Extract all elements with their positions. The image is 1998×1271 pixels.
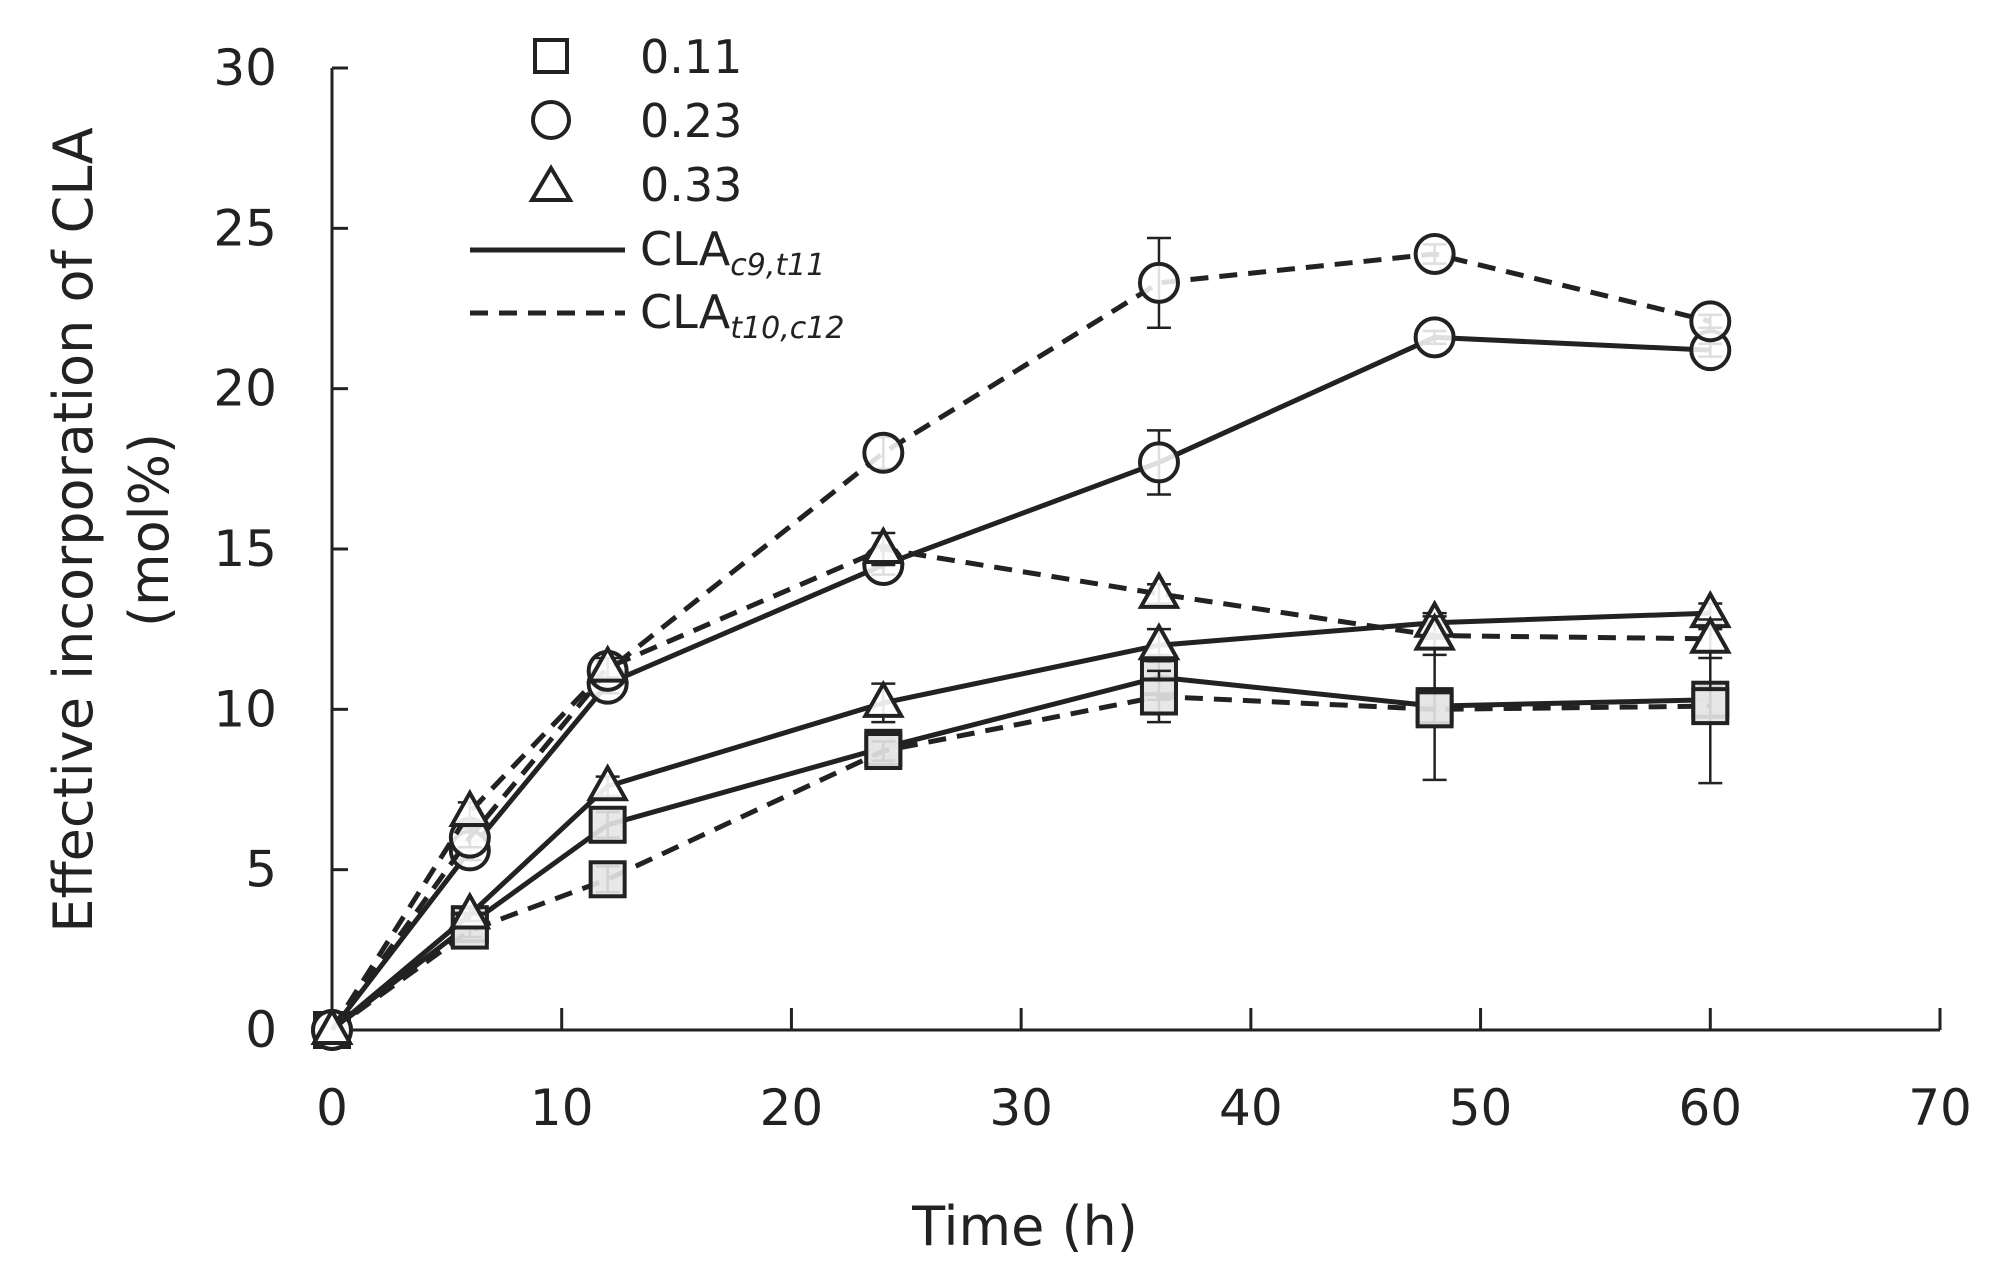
legend-sub-t10c12: t10,c12 [730, 311, 844, 346]
square-marker [588, 860, 627, 899]
triangle-marker [1688, 615, 1732, 654]
legend-label-023: 0.23 [640, 94, 742, 148]
circle-marker [1137, 441, 1180, 484]
triangle-marker [448, 891, 492, 930]
triangle-marker [861, 679, 905, 718]
x-tick-label: 20 [760, 1079, 824, 1137]
triangle-marker [1413, 612, 1457, 651]
series-3 [311, 316, 1732, 1051]
square-marker [588, 805, 627, 844]
y-tick-label: 20 [213, 360, 277, 418]
series-4 [311, 232, 1732, 1051]
legend-sub-c9t11: c9,t11 [730, 248, 825, 283]
legend: 0.11 0.23 0.33 CLAc9,t11 CLAt10,c12 [470, 30, 844, 346]
circle-marker [1413, 316, 1456, 359]
y-axis-title-line1: Effective incorporation of CLA [42, 127, 105, 932]
triangle-marker [310, 1006, 354, 1045]
legend-cla-text: CLA [640, 222, 731, 276]
square-marker [1691, 687, 1730, 726]
y-tick-label: 0 [245, 1001, 277, 1059]
y-tick-label: 15 [213, 520, 277, 578]
legend-cla-text-2: CLA [640, 285, 731, 339]
y-tick-label: 10 [213, 680, 277, 738]
ticks: 0 10 20 30 40 50 60 70 0 5 10 15 20 25 30 [213, 39, 1971, 1137]
series-2 [313, 627, 1730, 1049]
legend-label-c9t11: CLAc9,t11 [640, 222, 825, 283]
square-marker [1139, 677, 1178, 716]
series-line [329, 251, 1711, 1032]
triangle-marker [586, 644, 630, 683]
series-6 [310, 525, 1732, 1045]
x-tick-label: 40 [1219, 1079, 1283, 1137]
triangle-marker [1137, 570, 1181, 609]
y-tick-label: 30 [213, 39, 277, 97]
legend-label-t10c12: CLAt10,c12 [640, 285, 844, 346]
legend-square-marker [533, 38, 569, 74]
x-tick-label: 0 [316, 1079, 348, 1137]
series-1 [313, 653, 1730, 1049]
y-axis-title-line2: (mol%) [118, 433, 181, 627]
circle-marker [1413, 232, 1456, 275]
square-marker [864, 732, 903, 771]
x-tick-label: 30 [989, 1079, 1053, 1137]
legend-label-033: 0.33 [640, 158, 742, 212]
triangle-marker [861, 525, 905, 564]
square-marker [1415, 690, 1454, 729]
x-tick-label: 10 [530, 1079, 594, 1137]
legend-triangle-marker [528, 164, 574, 202]
x-tick-label: 60 [1678, 1079, 1742, 1137]
triangle-marker [586, 763, 630, 802]
x-tick-label: 50 [1449, 1079, 1513, 1137]
y-tick-label: 5 [245, 841, 277, 899]
series-layer [310, 232, 1732, 1051]
series-line [330, 334, 1711, 1032]
circle-marker [1689, 300, 1732, 343]
circle-marker [1137, 261, 1180, 304]
axes [330, 68, 1940, 1032]
y-tick-label: 25 [213, 199, 277, 257]
triangle-marker [1137, 622, 1181, 661]
x-tick-label: 70 [1908, 1079, 1972, 1137]
series-line [330, 610, 1711, 1032]
circle-marker [862, 431, 905, 474]
series-5 [310, 590, 1732, 1045]
triangle-marker [448, 788, 492, 827]
x-axis-title: Time (h) [911, 1195, 1138, 1258]
legend-circle-marker [531, 100, 571, 140]
legend-label-011: 0.11 [640, 30, 742, 84]
series-line [330, 694, 1711, 1033]
